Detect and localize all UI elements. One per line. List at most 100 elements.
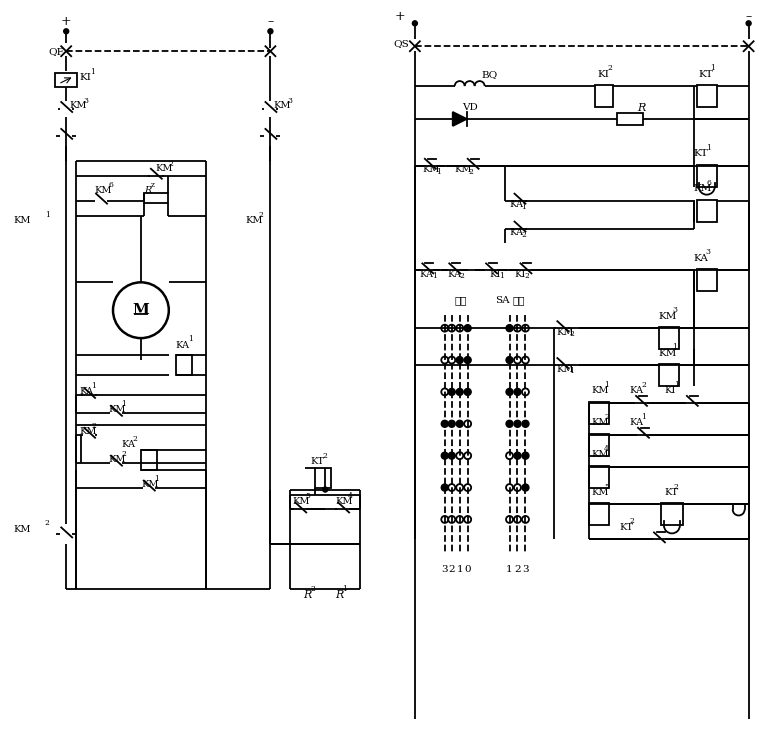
Text: KA: KA bbox=[79, 388, 93, 396]
Text: KM: KM bbox=[335, 497, 353, 506]
Circle shape bbox=[522, 420, 529, 428]
Text: 2: 2 bbox=[468, 167, 474, 176]
Text: –: – bbox=[746, 10, 752, 23]
Text: KT: KT bbox=[699, 70, 714, 79]
Circle shape bbox=[442, 516, 448, 523]
Circle shape bbox=[322, 487, 328, 492]
Text: KM: KM bbox=[245, 216, 263, 225]
Circle shape bbox=[456, 420, 463, 428]
Circle shape bbox=[465, 452, 471, 459]
Text: 2: 2 bbox=[310, 585, 315, 593]
Circle shape bbox=[506, 356, 513, 364]
Circle shape bbox=[514, 356, 521, 364]
Text: 2: 2 bbox=[604, 413, 609, 421]
Text: KT: KT bbox=[694, 150, 708, 159]
Text: KA: KA bbox=[510, 200, 523, 209]
Text: 3: 3 bbox=[287, 97, 293, 105]
Bar bbox=[589, 465, 609, 488]
Text: 1: 1 bbox=[188, 335, 193, 343]
Bar bbox=[697, 199, 717, 222]
Text: M: M bbox=[132, 303, 149, 317]
Circle shape bbox=[465, 325, 471, 332]
Text: KM: KM bbox=[556, 365, 574, 373]
Text: KI: KI bbox=[664, 386, 675, 396]
Circle shape bbox=[442, 388, 448, 396]
Text: 1: 1 bbox=[435, 167, 441, 176]
Polygon shape bbox=[453, 112, 467, 126]
Circle shape bbox=[456, 325, 463, 332]
Circle shape bbox=[522, 516, 529, 523]
Text: 1: 1 bbox=[432, 273, 437, 280]
Text: KM: KM bbox=[591, 419, 609, 428]
Text: +: + bbox=[61, 15, 72, 28]
Circle shape bbox=[514, 388, 521, 396]
Text: 2: 2 bbox=[258, 210, 264, 219]
Text: +: + bbox=[394, 10, 405, 23]
Circle shape bbox=[456, 516, 463, 523]
Text: KM: KM bbox=[659, 348, 678, 358]
Text: 2: 2 bbox=[674, 482, 678, 491]
Circle shape bbox=[413, 21, 417, 26]
Circle shape bbox=[522, 388, 529, 396]
Text: 5: 5 bbox=[306, 491, 310, 499]
Text: 5: 5 bbox=[604, 482, 609, 491]
Text: KT: KT bbox=[664, 488, 678, 497]
Text: KT: KT bbox=[619, 523, 633, 532]
Text: KM: KM bbox=[694, 185, 712, 193]
Text: 1: 1 bbox=[154, 474, 159, 482]
Circle shape bbox=[448, 484, 455, 491]
Text: KA: KA bbox=[629, 386, 643, 396]
Bar bbox=[697, 85, 717, 107]
Circle shape bbox=[63, 29, 69, 34]
Text: 4: 4 bbox=[348, 491, 353, 499]
Text: 1: 1 bbox=[342, 585, 347, 593]
Text: KT: KT bbox=[310, 457, 324, 466]
Text: 1: 1 bbox=[706, 144, 711, 152]
Text: KM: KM bbox=[591, 488, 609, 497]
Circle shape bbox=[465, 388, 471, 396]
Circle shape bbox=[506, 325, 513, 332]
Text: SA: SA bbox=[496, 296, 510, 305]
Text: 正转: 正转 bbox=[513, 296, 525, 305]
Bar bbox=[144, 193, 168, 202]
Text: R: R bbox=[637, 103, 646, 113]
Text: KM: KM bbox=[591, 386, 609, 396]
Circle shape bbox=[465, 420, 471, 428]
Bar bbox=[589, 433, 609, 456]
Text: 1: 1 bbox=[569, 367, 575, 375]
Text: 0: 0 bbox=[465, 565, 471, 574]
Text: 2: 2 bbox=[121, 450, 126, 458]
Circle shape bbox=[522, 325, 529, 332]
Circle shape bbox=[448, 516, 455, 523]
Text: R: R bbox=[335, 590, 344, 600]
Text: 2: 2 bbox=[133, 435, 138, 442]
Circle shape bbox=[442, 452, 448, 459]
Text: 1: 1 bbox=[456, 565, 463, 574]
Text: KM: KM bbox=[455, 165, 472, 174]
Text: KM: KM bbox=[108, 405, 125, 414]
Circle shape bbox=[268, 29, 273, 34]
Circle shape bbox=[506, 388, 513, 396]
Text: 1: 1 bbox=[604, 381, 609, 389]
Circle shape bbox=[506, 420, 513, 428]
Text: KM: KM bbox=[14, 525, 31, 534]
Text: 3: 3 bbox=[672, 306, 677, 314]
Circle shape bbox=[514, 325, 521, 332]
Circle shape bbox=[506, 452, 513, 459]
Text: 1: 1 bbox=[91, 382, 96, 390]
Text: KM: KM bbox=[94, 186, 112, 195]
Text: 1: 1 bbox=[507, 565, 513, 574]
Bar bbox=[589, 503, 609, 525]
Text: 2: 2 bbox=[91, 422, 96, 430]
Text: 3: 3 bbox=[706, 248, 711, 256]
Circle shape bbox=[442, 356, 448, 364]
Circle shape bbox=[448, 452, 455, 459]
Text: 2: 2 bbox=[569, 330, 575, 338]
Text: 6: 6 bbox=[108, 181, 113, 189]
Text: KI: KI bbox=[514, 270, 526, 279]
Text: 1: 1 bbox=[672, 343, 677, 351]
Text: QF: QF bbox=[48, 47, 64, 56]
Text: 2: 2 bbox=[460, 273, 465, 280]
Circle shape bbox=[442, 484, 448, 491]
Circle shape bbox=[456, 388, 463, 396]
